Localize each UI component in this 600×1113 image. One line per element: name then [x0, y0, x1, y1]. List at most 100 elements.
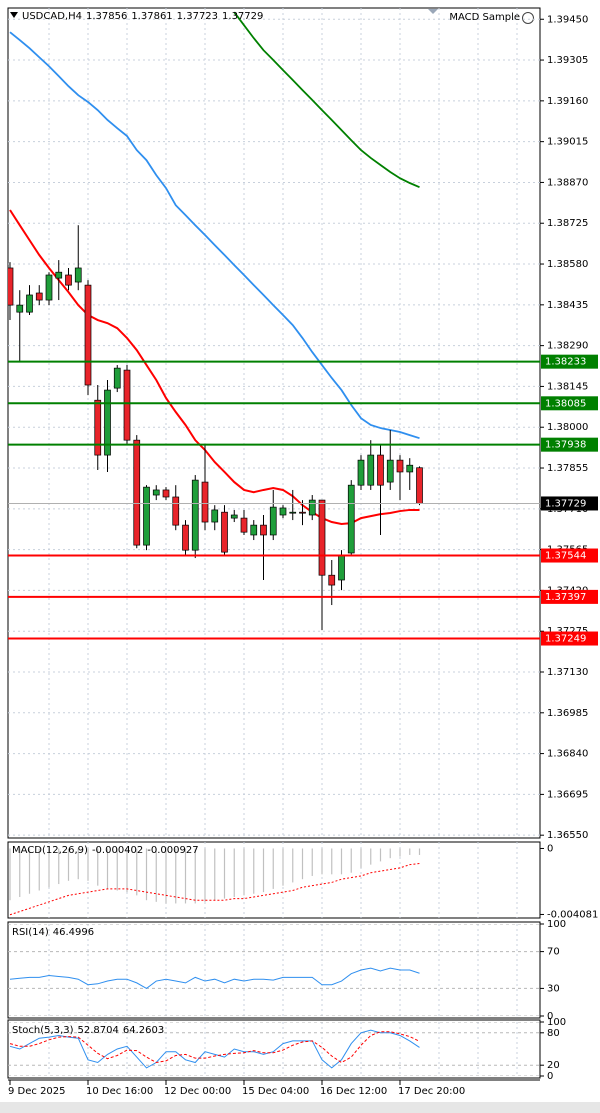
macd-bar: [340, 848, 343, 875]
macd-bar: [370, 848, 372, 865]
symbol: USDCAD,H4: [22, 11, 82, 22]
macd-bar: [233, 848, 235, 897]
candle-body: [152, 489, 160, 496]
level-label: 1.37397: [545, 592, 586, 603]
plot-layer: 1.39450 1.39305 1.39160 1.39015 1.38870 1.387…: [8, 8, 598, 1097]
candle-body: [8, 267, 14, 306]
macd-bar: [418, 848, 421, 855]
candle-body: [299, 511, 306, 514]
candle-body: [308, 499, 316, 516]
macd-bar: [145, 848, 148, 901]
candle-body: [367, 454, 375, 486]
menu-arrow[interactable]: [10, 12, 18, 18]
y-tick-label: 0: [547, 1071, 553, 1082]
indicator-name: MACD(12,26,9): [12, 845, 88, 856]
y-tick-label: 1.38000: [547, 422, 588, 433]
panel-plot: [8, 8, 540, 838]
y-tick-label: 70: [547, 947, 560, 958]
tab-bar: [0, 1102, 600, 1113]
y-tick-label: 1.36840: [547, 749, 588, 760]
level-label: 1.37938: [545, 440, 586, 451]
y-tick-label: 100: [547, 919, 566, 930]
y-tick-label: 1.39160: [547, 96, 588, 107]
candle-body: [55, 271, 63, 279]
expert-icon[interactable]: [522, 12, 534, 24]
indicator-line: [233, 11, 420, 189]
macd-bar: [67, 848, 70, 881]
x-tick-label: 12 Dec 00:00: [164, 1086, 231, 1097]
macd-bar: [214, 848, 216, 901]
macd-bar: [301, 848, 304, 880]
y-tick-label: 1.37130: [547, 667, 588, 678]
y-tick-label: 1.39305: [547, 55, 588, 66]
level-label-box: [541, 396, 598, 411]
y-tick-label: 20: [547, 1060, 560, 1071]
candle-body: [338, 554, 345, 581]
x-tick-label: 10 Dec 16:00: [86, 1086, 153, 1097]
macd-bar: [262, 848, 265, 893]
indicator-line: [9, 862, 420, 916]
indicator-name: Stoch(5,3,3): [12, 1025, 74, 1036]
indicator-name: RSI(14): [12, 927, 49, 938]
candle-body: [328, 574, 336, 586]
indicator-line: [9, 31, 420, 440]
macd-bar: [136, 848, 138, 896]
y-tick-label: 100: [547, 1017, 566, 1028]
candle-body: [416, 467, 423, 504]
y-tick-label: 1.37855: [547, 463, 588, 474]
macd-bar: [194, 848, 196, 904]
macd-bar: [331, 848, 333, 875]
candle-body: [260, 524, 267, 536]
level-label: 1.37544: [545, 551, 586, 562]
level-label-box: [541, 354, 598, 369]
candle-body: [172, 496, 180, 526]
y-tick-label: 1.36550: [547, 830, 588, 841]
candle-body: [133, 439, 141, 546]
candle-body: [357, 459, 365, 486]
y-tick-label: 0: [547, 843, 553, 854]
macd-bar: [48, 848, 50, 888]
ohlc-value: 1.37861: [131, 11, 172, 22]
candle-body: [104, 389, 111, 456]
indicator-line: [9, 967, 420, 989]
candle-body: [162, 489, 170, 498]
y-tick-label: 1.38580: [547, 259, 588, 270]
y-tick-label: -0.004081: [547, 909, 598, 920]
candle-body: [26, 294, 33, 313]
level-label-box: [541, 631, 598, 646]
macd-bar: [223, 848, 226, 899]
y-tick-label: 1.38725: [547, 218, 588, 229]
candle-body: [94, 399, 102, 456]
y-tick-label: 1.39015: [547, 137, 588, 148]
candle-body: [201, 481, 209, 523]
x-tick-label: 16 Dec 12:00: [320, 1086, 387, 1097]
y-tick-label: 1.38290: [547, 341, 588, 352]
macd-bar: [184, 848, 187, 904]
level-label-box: [541, 548, 598, 563]
x-tick-label: 17 Dec 20:00: [398, 1086, 465, 1097]
indicator-line: [9, 1029, 420, 1069]
y-tick-label: 0: [547, 1011, 553, 1022]
candle-body: [406, 464, 414, 473]
macd-bar: [272, 848, 274, 889]
candle-body: [191, 479, 199, 551]
rsi-panel: [7, 921, 541, 1019]
macd-bar: [292, 848, 294, 883]
indicator-value: 46.4996: [53, 927, 94, 938]
indicator-value: 52.8704: [77, 1025, 118, 1036]
level-label-box: [541, 437, 598, 452]
macd-panel: [7, 841, 541, 919]
macd-bar: [379, 848, 382, 862]
indicator-value: 64.2603: [123, 1025, 164, 1036]
panel-plot: [8, 1022, 540, 1076]
macd-bar: [165, 848, 167, 904]
indicator-line: [9, 1031, 420, 1064]
candle-body: [221, 511, 228, 553]
panel-plot: [9, 842, 518, 918]
level-label-box: [541, 589, 598, 604]
candle-body: [143, 486, 150, 546]
macd-bar: [19, 848, 21, 897]
macd-bar: [282, 848, 284, 886]
candle-body: [65, 274, 72, 286]
